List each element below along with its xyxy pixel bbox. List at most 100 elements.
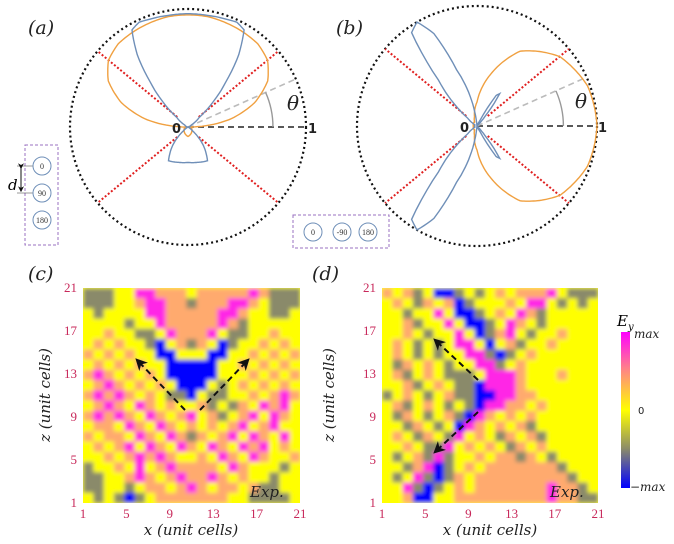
- heatmap-cell: [484, 492, 496, 503]
- heatmap-cell: [474, 288, 486, 299]
- heatmap-cell: [248, 318, 260, 330]
- orange-radiation-pattern: [107, 14, 269, 138]
- heatmap-cell: [567, 441, 578, 453]
- heatmap-cell: [176, 339, 187, 350]
- heatmap-cell: [443, 441, 455, 453]
- heatmap-cell: [93, 492, 105, 503]
- legend-a: d 0 90 180: [8, 144, 59, 246]
- heatmap-cell: [93, 318, 105, 330]
- heatmap-cell: [83, 441, 94, 453]
- heatmap-cell: [587, 451, 598, 463]
- heatmap-cell: [577, 308, 589, 320]
- heatmap-cell: [474, 328, 486, 340]
- heatmap-cell: [495, 421, 506, 432]
- heatmap-cell: [402, 318, 414, 330]
- heatmap-cell: [134, 288, 146, 299]
- heatmap-cell: [423, 421, 434, 432]
- heatmap-cell: [454, 359, 465, 371]
- heatmap-cell: [454, 369, 465, 381]
- heatmap-cell: [402, 288, 414, 299]
- heatmap-cell: [536, 369, 548, 381]
- heatmap-cell: [587, 431, 598, 443]
- heatmap-cell: [484, 298, 496, 309]
- colorbar-min-label: −max: [630, 480, 666, 494]
- heatmap-cell: [165, 451, 177, 463]
- heatmap-cell: [124, 482, 136, 494]
- heatmap-cell: [392, 472, 404, 484]
- heatmap-cell: [505, 482, 517, 494]
- heatmap-cell: [248, 308, 260, 320]
- heatmap-cell: [124, 298, 136, 309]
- heatmap-cell: [505, 369, 517, 381]
- heatmap-cell: [248, 380, 260, 391]
- heatmap-cell: [124, 328, 136, 340]
- heatmap-cell: [567, 359, 578, 371]
- heatmap-cell: [546, 431, 558, 443]
- heatmap-cell: [269, 410, 280, 422]
- heatmap-cell: [248, 410, 260, 422]
- heatmap-cell: [536, 482, 548, 494]
- heatmap-cell: [196, 349, 208, 361]
- heatmap-cell: [484, 421, 496, 432]
- heatmap-cell: [474, 308, 486, 320]
- polar-plot-b: [355, 4, 599, 248]
- heatmap-cell: [526, 482, 537, 494]
- heatmap-cell: [443, 421, 455, 432]
- heatmap-cell: [176, 492, 187, 503]
- heatmap-cell: [196, 380, 208, 391]
- heatmap-cell: [587, 359, 598, 371]
- heatmap-cell: [526, 421, 537, 432]
- heatmap-cell: [165, 431, 177, 443]
- heatmap-cell: [83, 451, 94, 463]
- heatmap-cell: [114, 288, 125, 299]
- heatmap-cell: [556, 441, 568, 453]
- heatmap-cell: [515, 318, 527, 330]
- heatmap-cell: [165, 298, 177, 309]
- heatmap-cell: [587, 410, 598, 422]
- x-axis-label-c: x (unit cells): [144, 521, 239, 539]
- heatmap-cell: [83, 328, 94, 340]
- heatmap-c: [83, 288, 300, 503]
- heatmap-cell: [433, 472, 445, 484]
- heatmap-cell: [577, 441, 589, 453]
- theta-label-b: θ: [575, 89, 587, 113]
- heatmap-cell: [165, 462, 177, 473]
- y-tick-label: 5: [370, 452, 377, 467]
- heatmap-cell: [207, 339, 218, 350]
- heatmap-cell: [392, 431, 404, 443]
- heatmap-cell: [402, 390, 414, 402]
- heatmap-cell: [124, 421, 136, 432]
- heatmap-cell: [103, 421, 115, 432]
- heatmap-cell: [186, 328, 198, 340]
- heatmap-cell: [464, 339, 476, 350]
- heatmap-cell: [546, 298, 558, 309]
- heatmap-cell: [155, 492, 167, 503]
- heatmap-cell: [433, 431, 445, 443]
- heatmap-cell: [279, 298, 291, 309]
- heatmap-cell: [556, 421, 568, 432]
- heatmap-cell: [443, 451, 455, 463]
- heatmap-cell: [238, 492, 249, 503]
- heatmap-cell: [279, 359, 291, 371]
- heatmap-cell: [207, 441, 218, 453]
- legend-b: 0 -90 180: [292, 214, 390, 249]
- heatmap-cell: [536, 431, 548, 443]
- heatmap-cell: [238, 380, 249, 391]
- heatmap-cell: [114, 492, 125, 503]
- heatmap-cell: [556, 328, 568, 340]
- heatmap-cell: [412, 421, 424, 432]
- heatmap-cell: [536, 462, 548, 473]
- heatmap-cell: [577, 462, 589, 473]
- heatmap-cell: [186, 390, 198, 402]
- heatmap-cell: [423, 359, 434, 371]
- heatmap-cell: [93, 339, 105, 350]
- heatmap-cell: [423, 451, 434, 463]
- heatmap-cell: [258, 308, 270, 320]
- heatmap-cell: [505, 492, 517, 503]
- heatmap-cell: [217, 472, 229, 484]
- heatmap-cell: [248, 421, 260, 432]
- heatmap-cell: [269, 472, 280, 484]
- heatmap-cell: [464, 492, 476, 503]
- heatmap-cell: [495, 380, 506, 391]
